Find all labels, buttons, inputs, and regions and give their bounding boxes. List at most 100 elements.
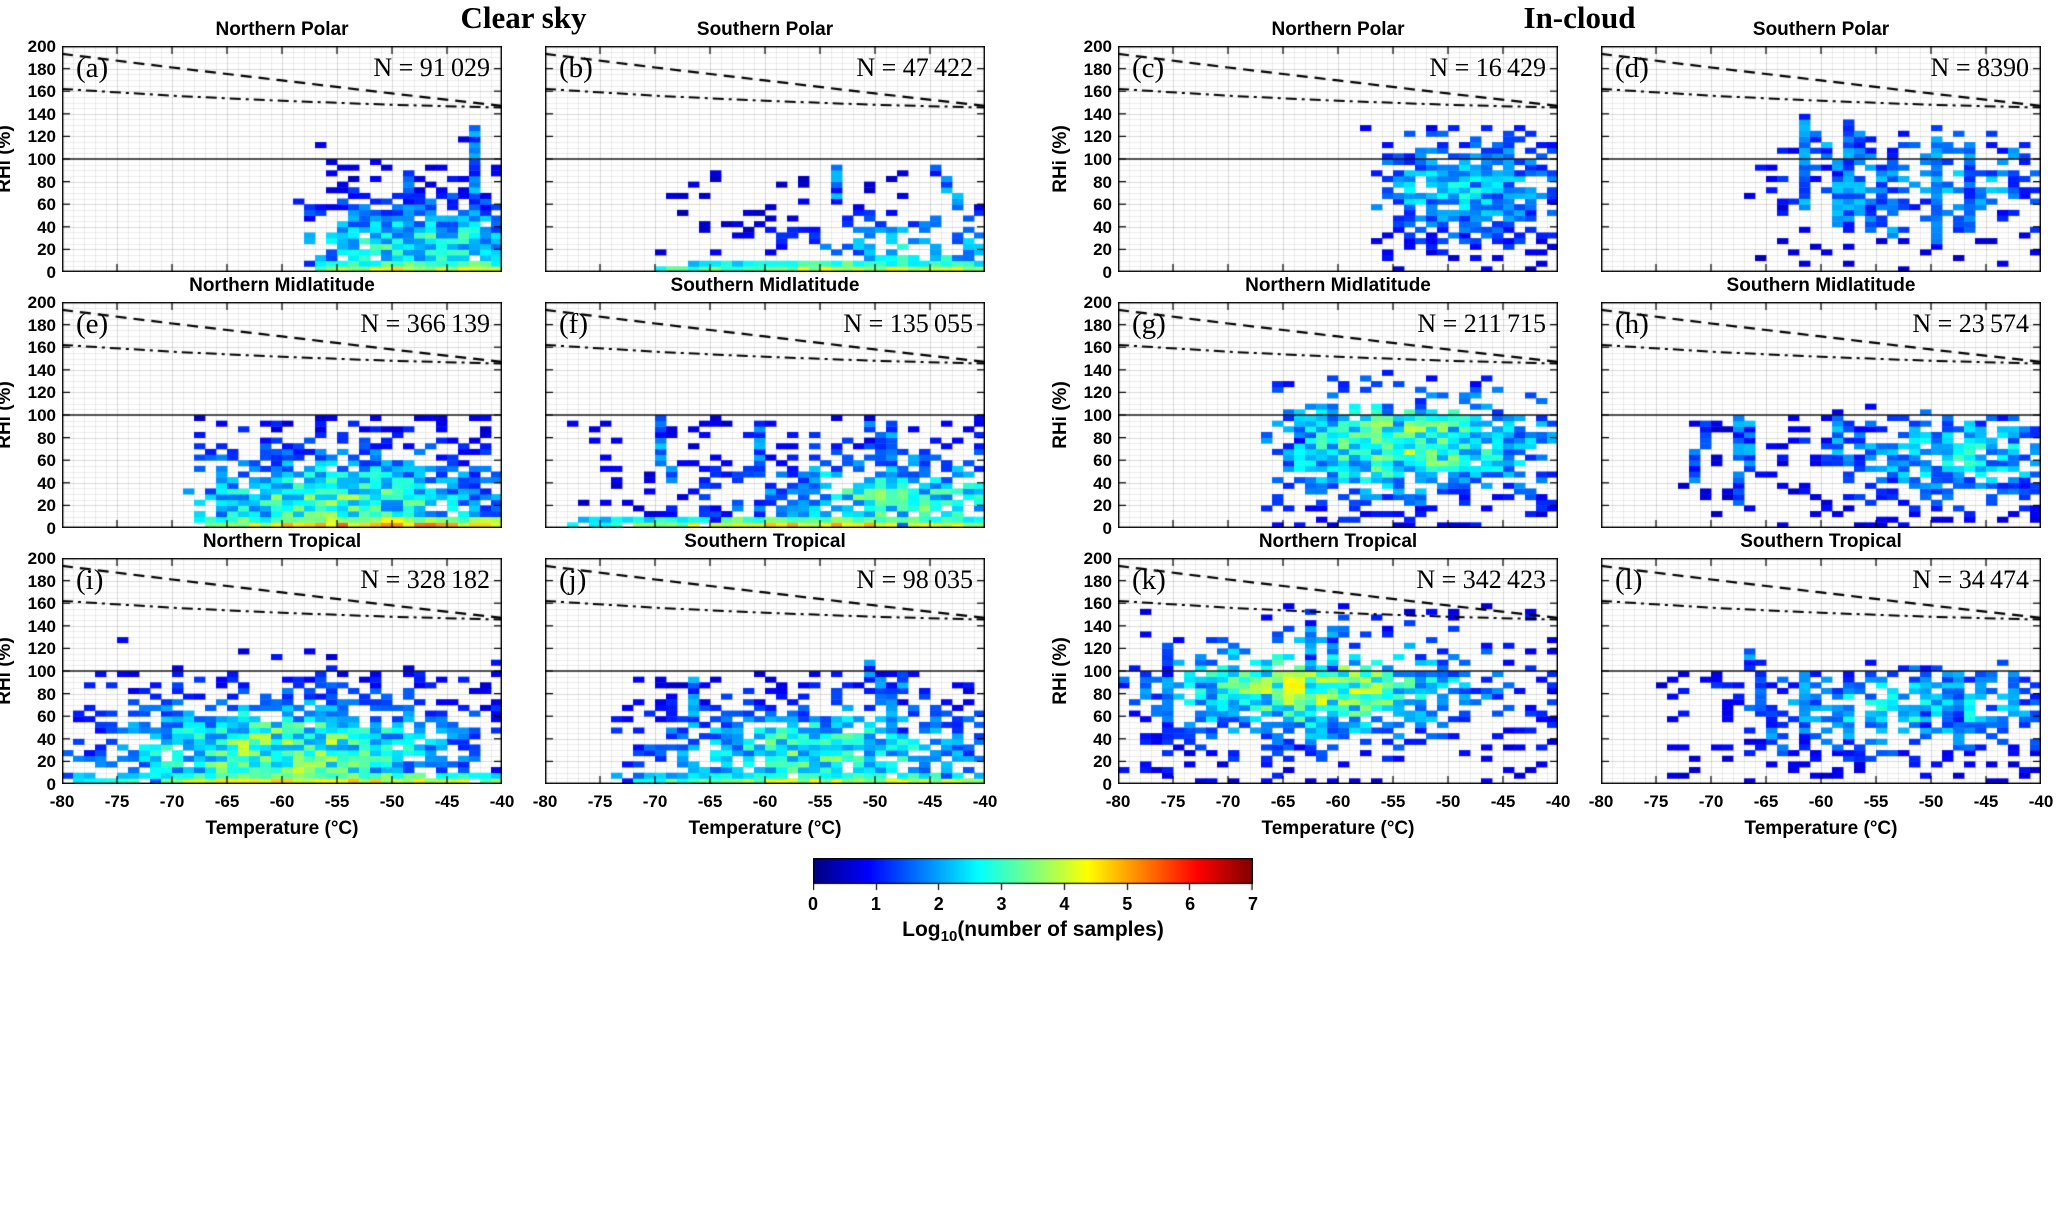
x-tick-label: -60 (1325, 792, 1351, 811)
y-tick-label: 200 (1083, 549, 1112, 568)
panel-letter: (d) (1615, 52, 1649, 84)
panel-sample-count: N = 34 474 (1912, 565, 2029, 594)
panel-title: Southern Polar (1752, 19, 1890, 40)
group-title-clear-sky: Clear sky (460, 0, 587, 35)
x-tick-label: -45 (1973, 792, 1999, 811)
panel-title: Northern Tropical (202, 531, 362, 552)
colorbar-label-subscript: 10 (940, 928, 958, 946)
y-tick-label: 140 (1083, 616, 1112, 636)
panel-sample-count: N = 342 423 (1416, 565, 1546, 594)
x-tick-label: -60 (1808, 792, 1834, 811)
x-tick-label: -50 (1435, 792, 1461, 811)
x-tick-label: -40 (2028, 792, 2054, 811)
y-tick-label: 100 (1083, 662, 1112, 681)
y-tick-label: 140 (27, 616, 56, 636)
panel-title: Southern Midlatitude (1726, 275, 1916, 296)
x-tick-label: -70 (1215, 792, 1241, 811)
x-tick-label: -50 (379, 792, 405, 811)
y-tick-label: 120 (27, 127, 56, 147)
y-tick-label: 20 (37, 496, 56, 516)
panel-letter: (e) (76, 308, 109, 340)
panel-sample-count: N = 211 715 (1417, 309, 1546, 338)
y-tick-label: 180 (27, 315, 56, 335)
panel-letter: (j) (559, 564, 587, 596)
y-tick-label: 160 (27, 338, 56, 358)
x-tick-label: -65 (1270, 792, 1296, 811)
x-tick-label: -80 (1105, 792, 1131, 811)
y-tick-label: 40 (1093, 729, 1112, 749)
heatmap-canvas-e (62, 302, 502, 528)
heatmap-canvas-b (545, 46, 985, 272)
panel-letter: (c) (1132, 52, 1165, 84)
y-axis-label: RHi (%) (1050, 381, 1071, 449)
y-tick-label: 40 (1093, 217, 1112, 237)
y-tick-label: 60 (1093, 707, 1112, 727)
y-tick-label: 0 (1102, 519, 1112, 538)
panel-letter: (a) (76, 52, 109, 84)
y-tick-label: 80 (1093, 684, 1112, 704)
y-tick-label: 180 (27, 571, 56, 591)
colorbar-label-prefix: Log (902, 918, 941, 941)
y-tick-label: 0 (46, 519, 56, 538)
y-tick-label: 160 (1083, 82, 1112, 102)
x-tick-label: -40 (972, 792, 998, 811)
panel-letter: (i) (76, 564, 104, 596)
x-tick-label: -70 (1698, 792, 1724, 811)
y-tick-label: 20 (1093, 496, 1112, 516)
x-tick-label: -75 (1160, 792, 1186, 811)
panel-sample-count: N = 47 422 (856, 53, 973, 82)
x-axis-label: Temperature (°C) (1261, 818, 1415, 839)
y-tick-label: 80 (37, 684, 56, 704)
panel-title: Northern Polar (1271, 19, 1405, 40)
y-tick-label: 20 (37, 240, 56, 260)
y-tick-label: 200 (1083, 37, 1112, 56)
x-tick-label: -80 (532, 792, 558, 811)
x-tick-label: -45 (1490, 792, 1516, 811)
x-tick-label: -65 (1753, 792, 1779, 811)
y-tick-label: 180 (1083, 315, 1112, 335)
heatmap-canvas-j (545, 558, 985, 784)
y-tick-label: 120 (1083, 127, 1112, 147)
y-tick-label: 160 (1083, 338, 1112, 358)
colorbar-tick-label: 2 (933, 894, 944, 914)
panel-title: Northern Polar (215, 19, 349, 40)
x-tick-label: -55 (1863, 792, 1889, 811)
x-tick-label: -75 (104, 792, 130, 811)
colorbar-tick-label: 4 (1059, 894, 1070, 914)
y-tick-label: 100 (1083, 406, 1112, 425)
x-tick-label: -50 (1918, 792, 1944, 811)
x-axis-label: Temperature (°C) (688, 818, 842, 839)
y-axis-label: RHi (%) (1050, 637, 1071, 705)
panel-sample-count: N = 328 182 (360, 565, 490, 594)
y-tick-label: 200 (1083, 293, 1112, 312)
heatmap-canvas-i (62, 558, 502, 784)
colorbar-tick-label: 5 (1122, 894, 1133, 914)
x-tick-label: -55 (1380, 792, 1406, 811)
y-tick-label: 140 (1083, 104, 1112, 124)
y-tick-label: 40 (37, 729, 56, 749)
y-tick-label: 200 (27, 549, 56, 568)
panel-sample-count: N = 366 139 (360, 309, 490, 338)
y-tick-label: 140 (27, 360, 56, 380)
y-axis-label: RHi (%) (1050, 125, 1071, 193)
y-tick-label: 120 (27, 383, 56, 403)
y-tick-label: 60 (1093, 195, 1112, 215)
y-tick-label: 200 (27, 37, 56, 56)
y-axis-label: RHi (%) (0, 381, 15, 449)
y-tick-label: 80 (1093, 428, 1112, 448)
colorbar-tick-label: 6 (1185, 894, 1196, 914)
y-tick-label: 120 (1083, 639, 1112, 659)
y-tick-label: 0 (1102, 775, 1112, 794)
x-tick-label: -40 (489, 792, 515, 811)
panel-sample-count: N = 98 035 (856, 565, 973, 594)
panel-letter: (k) (1132, 564, 1166, 596)
panel-sample-count: N = 16 429 (1429, 53, 1546, 82)
x-tick-label: -55 (807, 792, 833, 811)
heatmap-canvas-h (1601, 302, 2041, 528)
y-tick-label: 60 (37, 707, 56, 727)
panel-letter: (f) (559, 308, 588, 340)
colorbar-tick-label: 3 (996, 894, 1007, 914)
y-tick-label: 80 (37, 172, 56, 192)
y-tick-label: 180 (1083, 59, 1112, 79)
panel-title: Southern Tropical (684, 531, 846, 552)
